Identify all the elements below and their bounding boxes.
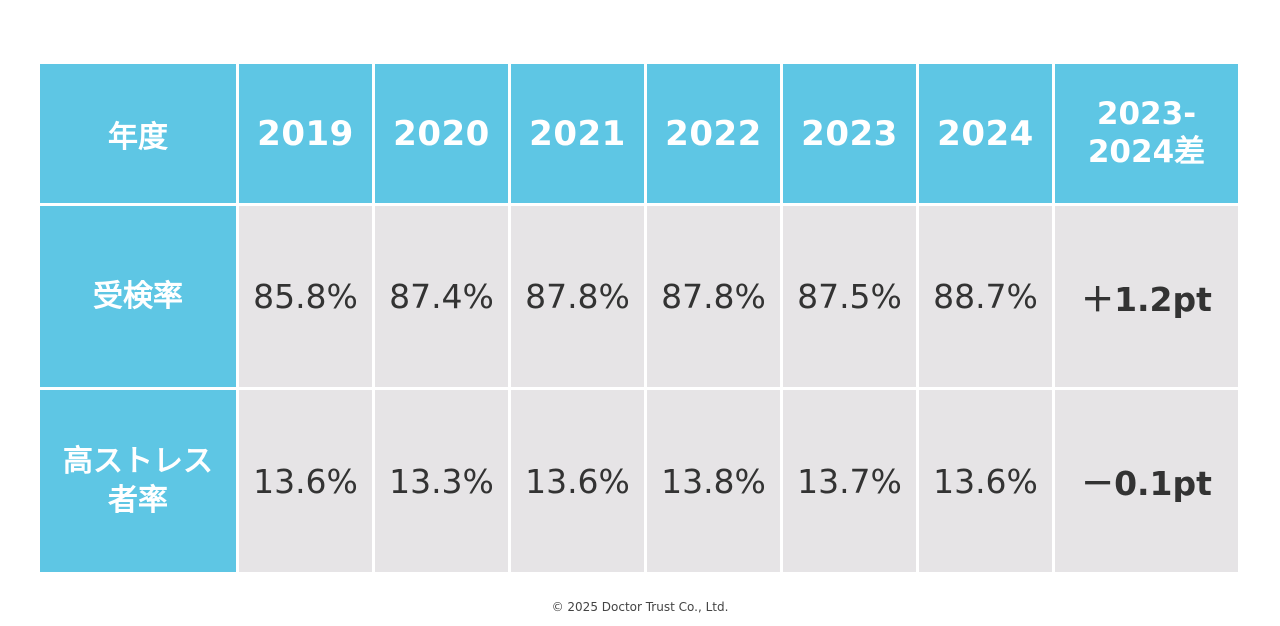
header-year-2024: 2024 [919,64,1052,203]
row-label-exam-rate: 受検率 [40,206,236,387]
header-diff-line1: 2023- [1096,95,1197,132]
exam-rate-2024: 88.7% [919,206,1052,387]
high-stress-2022: 13.8% [647,390,780,572]
exam-rate-2020: 87.4% [375,206,508,387]
exam-rate-diff: ＋1.2pt [1055,206,1238,387]
header-year-2021: 2021 [511,64,644,203]
header-diff-label: 2023- 2024差 [1055,64,1238,203]
stress-check-table: 年度 2019 2020 2021 2022 2023 2024 2023- 2… [40,64,1239,575]
high-stress-2019: 13.6% [239,390,372,572]
header-year-2023: 2023 [783,64,916,203]
row-label-high-stress-line1: 高ストレス [63,444,213,479]
exam-rate-2022: 87.8% [647,206,780,387]
header-year-label: 年度 [40,64,236,203]
exam-rate-2023: 87.5% [783,206,916,387]
header-year-2020: 2020 [375,64,508,203]
exam-rate-2019: 85.8% [239,206,372,387]
high-stress-diff: －0.1pt [1055,390,1238,572]
high-stress-2023: 13.7% [783,390,916,572]
row-label-high-stress-rate: 高ストレス 者率 [40,390,236,572]
header-diff-line2: 2024差 [1087,133,1206,170]
high-stress-2024: 13.6% [919,390,1052,572]
header-year-2019: 2019 [239,64,372,203]
exam-rate-2021: 87.8% [511,206,644,387]
row-label-exam-rate-line1: 受検率 [93,279,183,314]
row-label-high-stress-line2: 者率 [108,483,168,518]
copyright-footer: © 2025 Doctor Trust Co., Ltd. [551,600,729,614]
high-stress-2020: 13.3% [375,390,508,572]
high-stress-2021: 13.6% [511,390,644,572]
header-year-2022: 2022 [647,64,780,203]
